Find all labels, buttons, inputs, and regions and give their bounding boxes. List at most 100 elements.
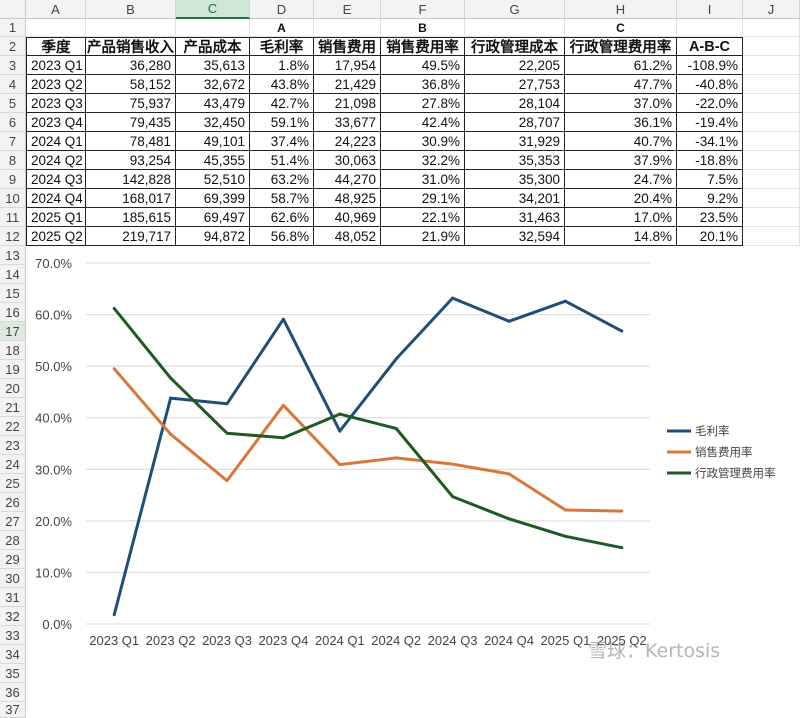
table-cell[interactable]: 79,435 [86, 113, 176, 132]
table-cell[interactable]: 219,717 [86, 227, 176, 246]
table-cell[interactable]: 93,254 [86, 151, 176, 170]
row-header-15[interactable]: 15 [0, 284, 26, 303]
table-cell[interactable]: 24.7% [565, 170, 677, 189]
table-cell[interactable]: 44,270 [314, 170, 381, 189]
table-cell[interactable]: 30,063 [314, 151, 381, 170]
table-cell[interactable]: 31,463 [465, 208, 565, 227]
table-cell[interactable]: 36,280 [86, 56, 176, 75]
table-cell[interactable]: 42.4% [381, 113, 465, 132]
table-cell[interactable]: 56.8% [250, 227, 314, 246]
table-cell[interactable]: 49.5% [381, 56, 465, 75]
table-header-cell[interactable]: 产品销售收入 [86, 37, 176, 56]
table-cell[interactable]: 32,594 [465, 227, 565, 246]
table-cell[interactable]: 35,613 [176, 56, 250, 75]
table-cell[interactable]: 62.6% [250, 208, 314, 227]
table-cell[interactable]: 94,872 [176, 227, 250, 246]
table-cell[interactable]: 185,615 [86, 208, 176, 227]
table-cell[interactable]: 17,954 [314, 56, 381, 75]
table-header-cell[interactable]: 行政管理费用率 [565, 37, 677, 56]
row-header-7[interactable]: 7 [0, 132, 26, 151]
table-cell[interactable]: 33,677 [314, 113, 381, 132]
table-cell[interactable]: -40.8% [677, 75, 743, 94]
empty-cell[interactable] [314, 19, 381, 37]
table-header-cell[interactable]: 销售费用率 [381, 37, 465, 56]
row-header-1[interactable]: 1 [0, 19, 26, 37]
row-header-4[interactable]: 4 [0, 75, 26, 94]
row-header-34[interactable]: 34 [0, 645, 26, 664]
table-cell[interactable]: 27.8% [381, 94, 465, 113]
row-header-28[interactable]: 28 [0, 531, 26, 550]
empty-cell[interactable] [743, 113, 800, 132]
empty-cell[interactable] [743, 132, 800, 151]
table-cell[interactable]: 20.4% [565, 189, 677, 208]
row-header-16[interactable]: 16 [0, 303, 26, 322]
row-header-5[interactable]: 5 [0, 94, 26, 113]
table-cell[interactable]: 58.7% [250, 189, 314, 208]
empty-cell[interactable] [465, 19, 565, 37]
table-cell[interactable]: 22.1% [381, 208, 465, 227]
table-cell[interactable]: 63.2% [250, 170, 314, 189]
table-cell[interactable]: 2024 Q3 [26, 170, 86, 189]
empty-cell[interactable] [26, 19, 86, 37]
table-cell[interactable]: 22,205 [465, 56, 565, 75]
table-cell[interactable]: 43,479 [176, 94, 250, 113]
table-cell[interactable]: 75,937 [86, 94, 176, 113]
table-cell[interactable]: 24,223 [314, 132, 381, 151]
table-cell[interactable]: 32.2% [381, 151, 465, 170]
column-header-h[interactable]: H [565, 0, 677, 19]
table-cell[interactable]: 21,098 [314, 94, 381, 113]
empty-cell[interactable] [743, 189, 800, 208]
table-header-cell[interactable]: 行政管理成本 [465, 37, 565, 56]
cell-label-d[interactable]: A [250, 19, 314, 37]
table-cell[interactable]: 40.7% [565, 132, 677, 151]
row-header-37[interactable]: 37 [0, 702, 26, 718]
empty-cell[interactable] [743, 170, 800, 189]
table-cell[interactable]: 7.5% [677, 170, 743, 189]
cell-label-f[interactable]: B [381, 19, 465, 37]
empty-cell[interactable] [743, 75, 800, 94]
table-cell[interactable]: 28,104 [465, 94, 565, 113]
table-cell[interactable]: 61.2% [565, 56, 677, 75]
table-cell[interactable]: 40,969 [314, 208, 381, 227]
table-cell[interactable]: 42.7% [250, 94, 314, 113]
table-cell[interactable]: 52,510 [176, 170, 250, 189]
table-cell[interactable]: 2025 Q1 [26, 208, 86, 227]
row-header-13[interactable]: 13 [0, 246, 26, 265]
table-cell[interactable]: 20.1% [677, 227, 743, 246]
empty-cell[interactable] [86, 19, 176, 37]
row-header-21[interactable]: 21 [0, 398, 26, 417]
table-cell[interactable]: -19.4% [677, 113, 743, 132]
table-cell[interactable]: 34,201 [465, 189, 565, 208]
table-cell[interactable]: 21.9% [381, 227, 465, 246]
column-header-j[interactable]: J [743, 0, 800, 19]
table-cell[interactable]: 35,353 [465, 151, 565, 170]
table-cell[interactable]: 28,707 [465, 113, 565, 132]
table-cell[interactable]: -34.1% [677, 132, 743, 151]
table-cell[interactable]: 2023 Q4 [26, 113, 86, 132]
row-header-29[interactable]: 29 [0, 550, 26, 569]
table-cell[interactable]: 69,399 [176, 189, 250, 208]
table-cell[interactable]: 69,497 [176, 208, 250, 227]
table-cell[interactable]: 2024 Q4 [26, 189, 86, 208]
row-header-14[interactable]: 14 [0, 265, 26, 284]
row-header-25[interactable]: 25 [0, 474, 26, 493]
table-cell[interactable]: 31.0% [381, 170, 465, 189]
table-cell[interactable]: 168,017 [86, 189, 176, 208]
line-chart[interactable]: 0.0% 10.0% 20.0% 30.0% 40.0% 50.0% 60.0% 70.0% 2… [27, 247, 799, 674]
table-cell[interactable]: 36.1% [565, 113, 677, 132]
column-header-g[interactable]: G [465, 0, 565, 19]
empty-cell[interactable] [743, 19, 800, 37]
row-header-24[interactable]: 24 [0, 455, 26, 474]
empty-cell[interactable] [176, 19, 250, 37]
table-cell[interactable]: 14.8% [565, 227, 677, 246]
row-header-27[interactable]: 27 [0, 512, 26, 531]
row-header-31[interactable]: 31 [0, 588, 26, 607]
table-cell[interactable]: 142,828 [86, 170, 176, 189]
table-cell[interactable]: 1.8% [250, 56, 314, 75]
row-header-6[interactable]: 6 [0, 113, 26, 132]
table-cell[interactable]: 37.0% [565, 94, 677, 113]
empty-cell[interactable] [743, 37, 800, 56]
table-cell[interactable]: 2023 Q3 [26, 94, 86, 113]
table-header-cell[interactable]: 毛利率 [250, 37, 314, 56]
